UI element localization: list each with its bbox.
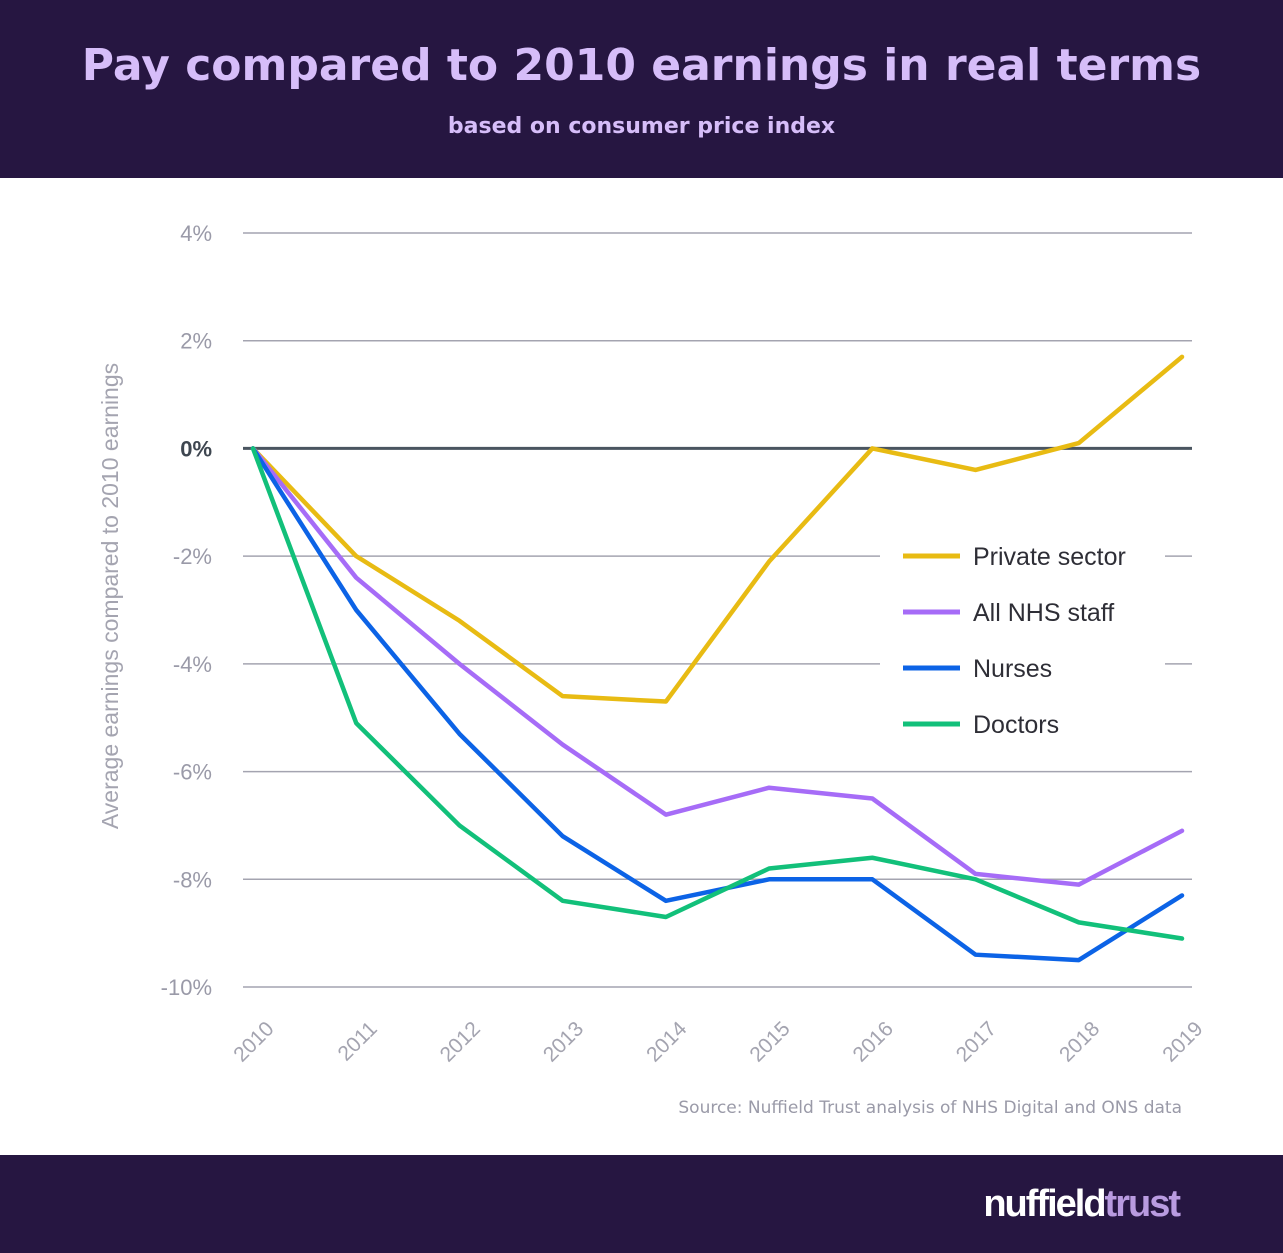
y-tick-label: 2% bbox=[180, 329, 212, 354]
series-line-all-nhs-staff bbox=[250, 446, 1185, 887]
x-tick-label: 2013 bbox=[539, 1017, 588, 1066]
x-tick-label: 2012 bbox=[436, 1017, 485, 1066]
x-tick-label: 2019 bbox=[1158, 1017, 1207, 1066]
y-tick-label: -10% bbox=[161, 975, 212, 1000]
header: Pay compared to 2010 earnings in real te… bbox=[0, 0, 1283, 178]
footer: nuffieldtrust bbox=[0, 1155, 1283, 1253]
y-tick-label: -4% bbox=[173, 652, 212, 677]
nuffield-trust-logo: nuffieldtrust bbox=[983, 1183, 1181, 1225]
series-line-nurses bbox=[250, 446, 1185, 963]
x-tick-label: 2016 bbox=[849, 1017, 898, 1066]
legend-label: All NHS staff bbox=[973, 599, 1114, 627]
x-tick-label: 2011 bbox=[334, 1017, 382, 1065]
x-tick-label: 2014 bbox=[642, 1017, 692, 1067]
x-tick-label: 2015 bbox=[745, 1017, 794, 1066]
series-line-private-sector bbox=[250, 354, 1185, 704]
x-tick-label: 2017 bbox=[952, 1017, 1001, 1066]
chart-subtitle: based on consumer price index bbox=[447, 114, 836, 139]
y-tick-label: -6% bbox=[173, 760, 212, 785]
y-tick-label: 4% bbox=[180, 221, 212, 246]
y-tick-label: 0% bbox=[180, 436, 212, 461]
legend-label: Private sector bbox=[973, 543, 1126, 571]
y-axis-label: Average earnings compared to 2010 earnin… bbox=[97, 363, 123, 829]
y-tick-label: -2% bbox=[173, 544, 212, 569]
x-tick-label: 2010 bbox=[229, 1017, 278, 1066]
source-note: Source: Nuffield Trust analysis of NHS D… bbox=[678, 1098, 1182, 1118]
line-chart: 4% 2% 0% -2% -4% -6% -8% -10% 2010 2011 2012 2013 20… bbox=[97, 221, 1208, 1067]
legend-label: Doctors bbox=[973, 711, 1059, 739]
legend-label: Nurses bbox=[973, 655, 1052, 683]
x-tick-label: 2018 bbox=[1055, 1017, 1104, 1066]
series-line-doctors bbox=[250, 446, 1185, 941]
chart-title: Pay compared to 2010 earnings in real te… bbox=[81, 40, 1202, 91]
y-tick-label: -8% bbox=[173, 867, 212, 892]
